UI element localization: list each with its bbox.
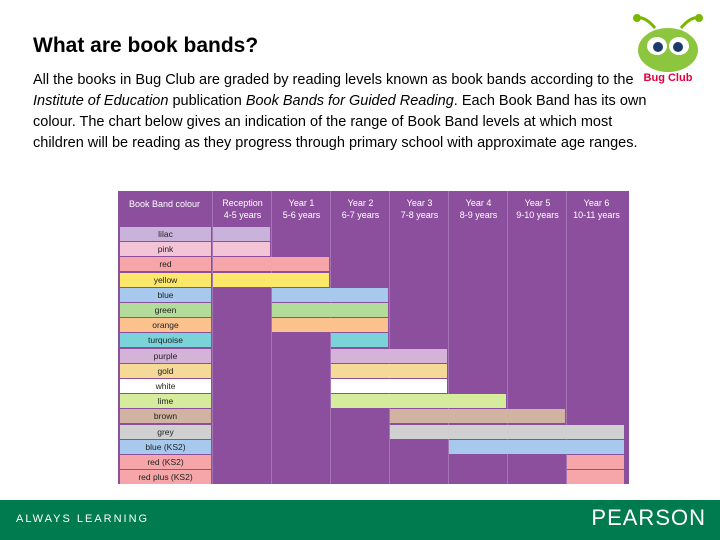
band-range-bar bbox=[331, 394, 506, 409]
year-header: Year 4 bbox=[465, 198, 492, 208]
band-range-bar bbox=[331, 333, 388, 348]
grid-line bbox=[212, 191, 213, 484]
band-label: blue (KS2) bbox=[120, 439, 211, 454]
age-range: 8-9 years bbox=[459, 210, 498, 220]
grid-line bbox=[271, 191, 272, 484]
band-range-bar bbox=[390, 409, 565, 424]
logo-text: Bug Club bbox=[643, 72, 693, 84]
band-range-bar bbox=[390, 424, 624, 439]
bug-icon bbox=[633, 14, 703, 72]
band-label: pink bbox=[120, 242, 211, 257]
band-label: yellow bbox=[120, 272, 211, 287]
band-label: orange bbox=[120, 318, 211, 333]
band-range-bar bbox=[331, 379, 447, 393]
band-label: turquoise bbox=[120, 333, 211, 348]
band-label: purple bbox=[120, 348, 211, 363]
band-label: grey bbox=[120, 424, 211, 439]
para-text-1: All the books in Bug Club are graded by … bbox=[33, 72, 634, 88]
year-header: Reception bbox=[222, 198, 263, 208]
para-em-1: Institute of Education bbox=[33, 93, 169, 109]
page-title: What are book bands? bbox=[33, 34, 259, 57]
grid-line bbox=[566, 191, 567, 484]
footer-tagline: ALWAYS LEARNING bbox=[16, 513, 150, 525]
band-range-bar bbox=[567, 470, 624, 485]
grid-line bbox=[389, 191, 390, 484]
band-range-bar bbox=[213, 257, 329, 272]
band-label: red (KS2) bbox=[120, 455, 211, 469]
year-header: Year 2 bbox=[347, 198, 374, 208]
band-range-bar bbox=[449, 439, 624, 454]
age-range: 4-5 years bbox=[223, 210, 262, 220]
band-range-bar bbox=[272, 303, 388, 317]
age-range: 5-6 years bbox=[282, 210, 321, 220]
intro-paragraph: All the books in Bug Club are graded by … bbox=[33, 70, 653, 154]
band-range-bar bbox=[331, 363, 447, 378]
band-range-bar bbox=[331, 348, 447, 363]
pearson-logo: PEARSON bbox=[591, 505, 706, 530]
band-range-bar bbox=[567, 455, 624, 469]
grid-line bbox=[507, 191, 508, 484]
band-range-bar bbox=[213, 227, 270, 241]
year-header: Year 1 bbox=[288, 198, 315, 208]
para-text-3: . Each Book Band has its own colour. The… bbox=[33, 93, 647, 151]
para-em-2: Book Bands for Guided Reading bbox=[245, 93, 454, 109]
para-text-2: publication bbox=[168, 93, 246, 109]
book-band-chart: Book Band colour Reception 4-5 years Year … bbox=[118, 191, 629, 485]
band-label: lime bbox=[120, 394, 211, 409]
band-range-bar bbox=[213, 272, 329, 287]
band-label: red bbox=[120, 257, 211, 272]
age-range: 6-7 years bbox=[341, 210, 380, 220]
band-label: blue bbox=[120, 287, 211, 302]
band-range-bar bbox=[272, 287, 388, 302]
age-range: 10-11 years bbox=[573, 210, 620, 220]
band-label: white bbox=[120, 379, 211, 393]
band-label: green bbox=[120, 303, 211, 317]
band-range-bar bbox=[213, 242, 270, 257]
age-range: 9-10 years bbox=[516, 210, 559, 220]
bug-club-logo: Bug Club bbox=[631, 14, 705, 92]
footer: ALWAYS LEARNING PEARSON bbox=[0, 500, 720, 540]
year-header: Year 3 bbox=[406, 198, 433, 208]
grid-line bbox=[448, 191, 449, 484]
band-label: lilac bbox=[120, 227, 211, 241]
year-header: Year 5 bbox=[524, 198, 551, 208]
year-header: Year 6 bbox=[583, 198, 610, 208]
age-range: 7-8 years bbox=[400, 210, 439, 220]
header-band-colour: Book Band colour bbox=[128, 199, 201, 209]
band-label: gold bbox=[120, 363, 211, 378]
band-label: brown bbox=[120, 409, 211, 424]
grid-line bbox=[330, 191, 331, 484]
band-label: red plus (KS2) bbox=[120, 470, 211, 485]
band-range-bar bbox=[272, 318, 388, 333]
